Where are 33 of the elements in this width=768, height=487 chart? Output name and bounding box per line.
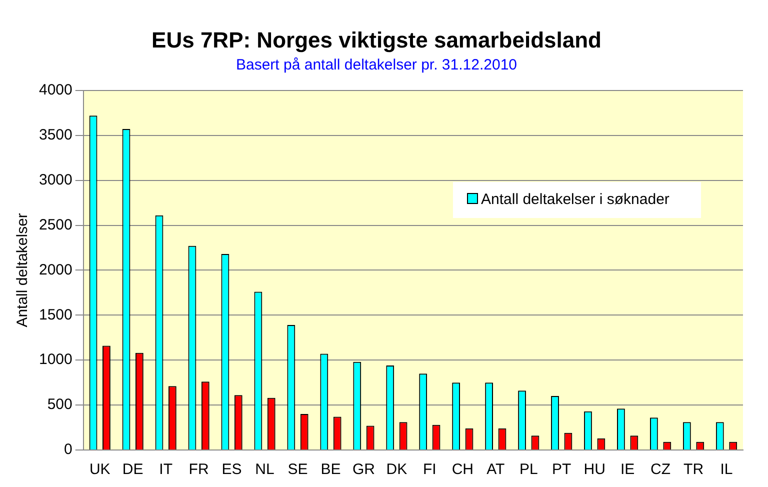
y-tick-label: 500: [47, 396, 72, 414]
y-tick-label: 2000: [38, 261, 72, 278]
x-tick-label: BE: [320, 461, 341, 478]
x-tick-label: ES: [222, 461, 242, 478]
y-tick-label: 0: [64, 441, 72, 458]
x-tick-label: IT: [159, 461, 172, 478]
legend-label: Antall deltakelser i søknader: [480, 190, 670, 210]
y-axis-title: Antall deltakelser: [14, 213, 32, 328]
y-tick-label: 1500: [38, 306, 72, 324]
y-tick-label: 3500: [38, 126, 72, 144]
x-tick-label: CZ: [650, 461, 671, 478]
x-tick-label: HU: [584, 461, 606, 478]
chart-subtitle: Basert på antall deltakelser pr. 31.12.2010: [236, 56, 518, 74]
y-tick-label: 4000: [38, 82, 72, 99]
x-tick-label: DK: [386, 461, 408, 478]
x-tick-label: SE: [288, 461, 308, 478]
x-tick-label: FI: [423, 461, 436, 478]
x-tick-label: AT: [486, 461, 505, 478]
chart-title: EUs 7RP: Norges viktigste samarbeidsland: [152, 27, 602, 52]
x-tick-label: PT: [552, 461, 572, 478]
x-tick-label: UK: [89, 461, 110, 478]
x-tick-label: FR: [188, 461, 209, 478]
x-tick-label: IE: [620, 461, 635, 478]
x-tick-label: TR: [684, 461, 704, 478]
x-tick-label: CH: [452, 461, 474, 478]
x-tick-label: IL: [720, 461, 733, 478]
x-tick-label: NL: [255, 461, 274, 478]
y-tick-label: 2500: [38, 216, 72, 234]
x-tick-label: PL: [519, 461, 538, 478]
x-tick-label: GR: [352, 461, 376, 478]
y-tick-label: 1000: [38, 351, 72, 368]
x-tick-label: DE: [122, 461, 144, 478]
y-tick-label: 3000: [38, 171, 72, 188]
